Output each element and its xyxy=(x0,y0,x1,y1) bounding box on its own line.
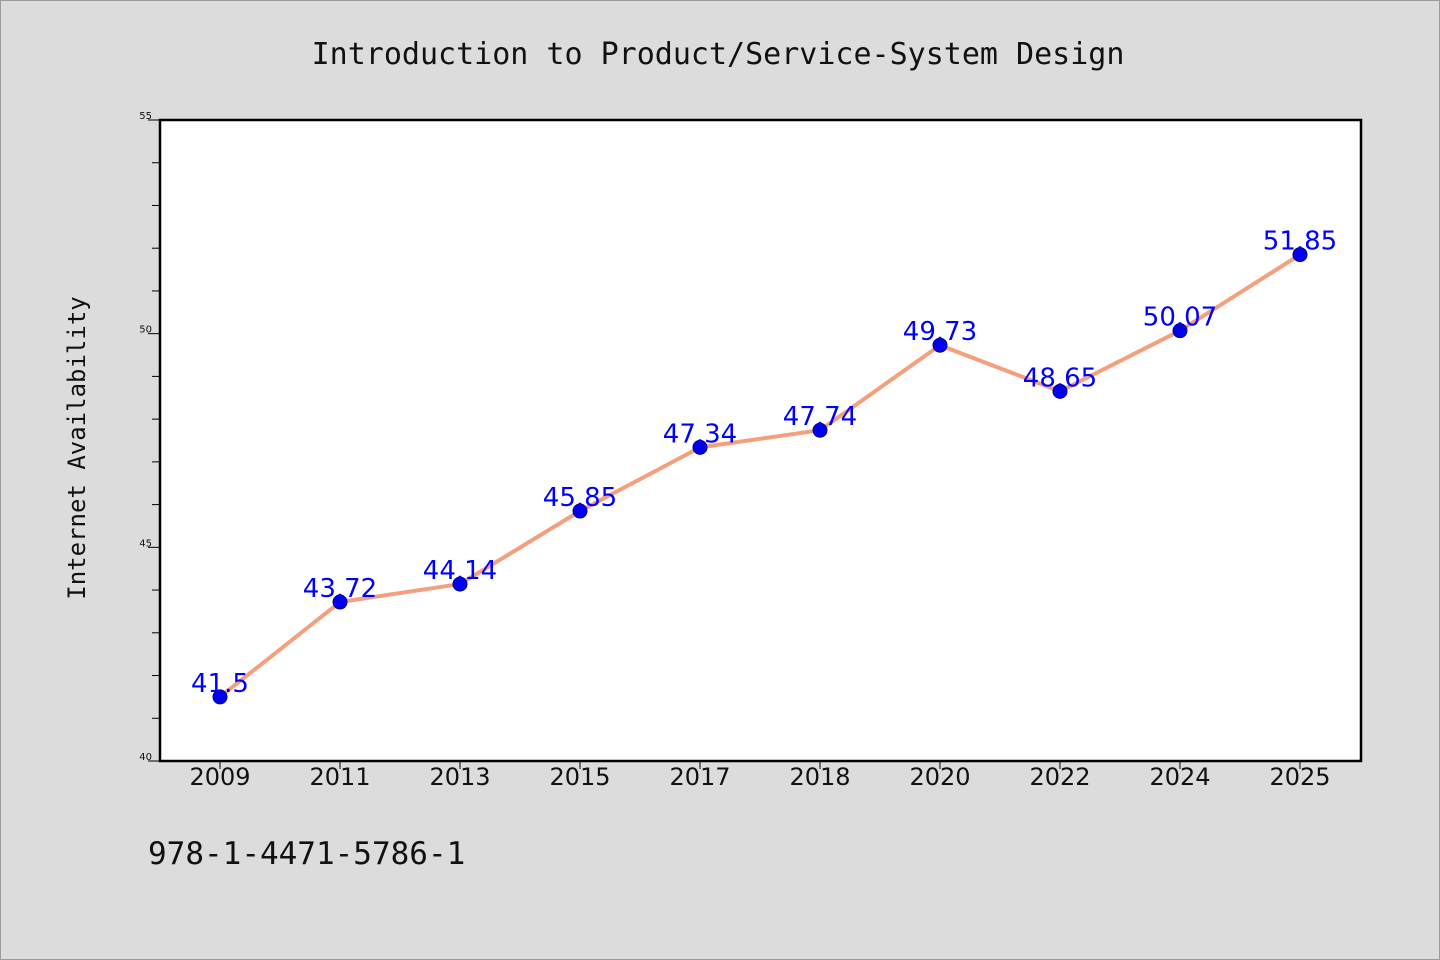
x-axis: 2009 2011 2013 2015 2017 2018 2020 2022 2024 2025 xyxy=(189,761,1331,791)
data-label: 41.5 xyxy=(191,669,249,699)
data-label: 47.34 xyxy=(663,419,737,449)
x-tick-label: 2009 xyxy=(189,763,250,791)
data-label: 51.85 xyxy=(1263,227,1337,257)
x-tick-label: 2017 xyxy=(669,763,730,791)
y-axis: 40 45 50 55 xyxy=(139,111,160,763)
data-label: 43.72 xyxy=(303,574,377,604)
data-label: 49.73 xyxy=(903,317,977,347)
data-label: 47.74 xyxy=(783,402,857,432)
data-point xyxy=(1052,383,1068,399)
x-tick-label: 2013 xyxy=(429,763,490,791)
x-tick-label: 2024 xyxy=(1149,763,1210,791)
data-label: 50.07 xyxy=(1143,303,1217,333)
data-point xyxy=(1172,323,1188,339)
x-tick-label: 2018 xyxy=(789,763,850,791)
y-axis-label: Internet Availability xyxy=(63,296,91,599)
x-tick-label: 2011 xyxy=(309,763,370,791)
x-tick-label: 2020 xyxy=(909,763,970,791)
data-point xyxy=(212,689,228,705)
isbn-text: 978-1-4471-5786-1 xyxy=(148,836,465,872)
data-point xyxy=(812,422,828,438)
y-tick-label: 55 xyxy=(139,111,152,122)
data-label: 48.65 xyxy=(1023,363,1097,393)
x-tick-label: 2022 xyxy=(1029,763,1090,791)
data-point xyxy=(332,594,348,610)
series-group: 41.5 43.72 44.14 45.85 47.34 47.74 49.73 48.65 5… xyxy=(191,227,1337,705)
x-tick-label: 2025 xyxy=(1269,763,1330,791)
data-point xyxy=(572,503,588,519)
y-tick-label: 40 xyxy=(139,752,152,763)
chart-title: Introduction to Product/Service-System D… xyxy=(312,37,1125,72)
series-line xyxy=(218,252,1302,699)
y-tick-label: 50 xyxy=(139,325,152,336)
data-point xyxy=(452,576,468,592)
data-point xyxy=(1292,247,1308,263)
data-point xyxy=(932,337,948,353)
data-point xyxy=(692,439,708,455)
x-tick-label: 2015 xyxy=(549,763,610,791)
y-tick-label: 45 xyxy=(139,538,152,549)
data-label: 45.85 xyxy=(543,483,617,513)
data-label: 44.14 xyxy=(423,556,497,586)
